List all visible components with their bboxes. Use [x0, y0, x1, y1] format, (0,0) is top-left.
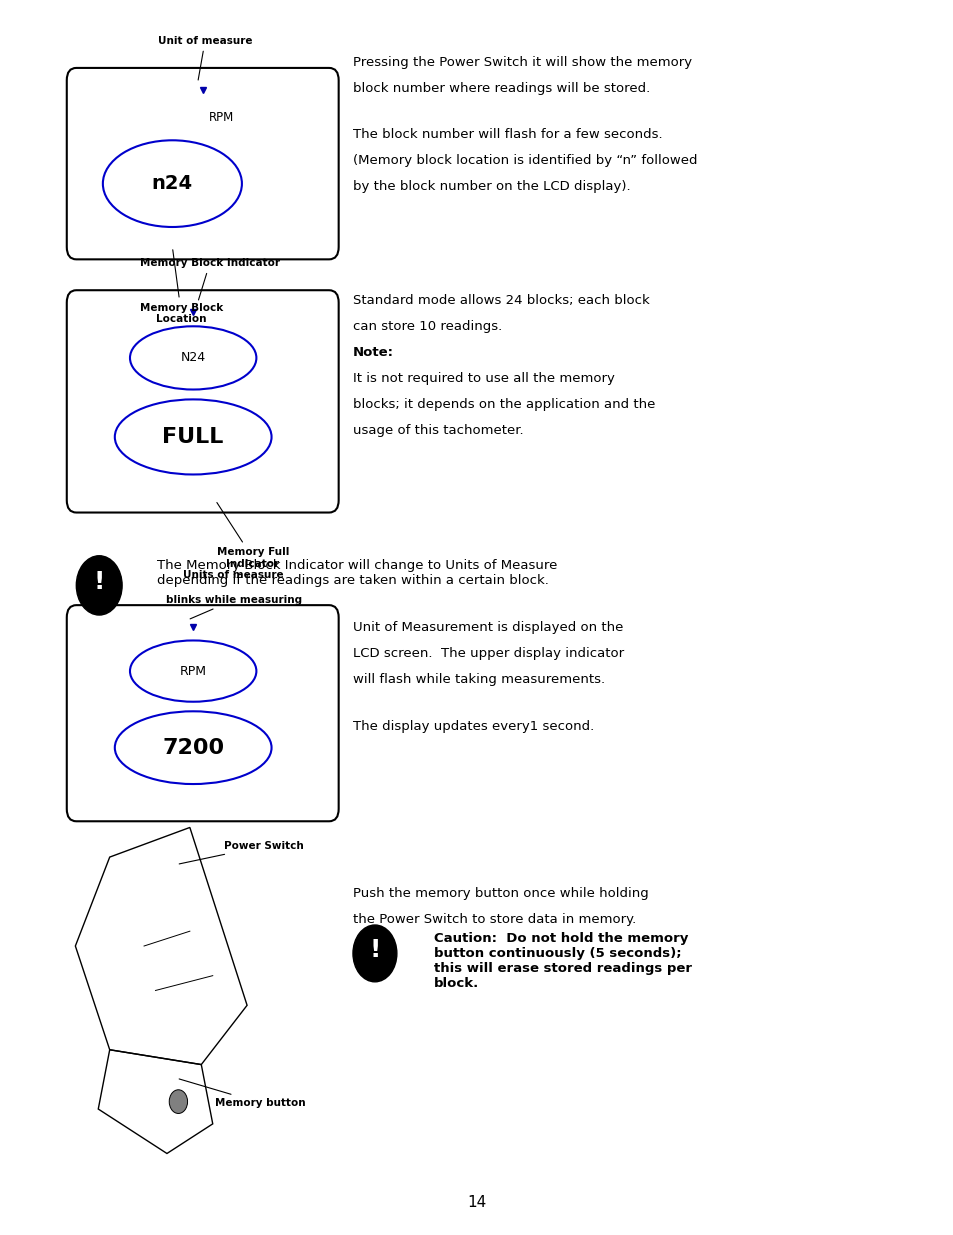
Circle shape — [353, 925, 396, 982]
Text: Power Switch: Power Switch — [179, 841, 304, 864]
Text: LCD screen.  The upper display indicator: LCD screen. The upper display indicator — [353, 647, 623, 661]
Text: can store 10 readings.: can store 10 readings. — [353, 320, 501, 333]
Text: Units of measure: Units of measure — [183, 571, 284, 580]
Text: RPM: RPM — [179, 664, 207, 678]
Text: Memory Block
Location: Memory Block Location — [139, 249, 223, 324]
Text: N24: N24 — [180, 352, 206, 364]
Text: Unit of Measurement is displayed on the: Unit of Measurement is displayed on the — [353, 621, 622, 635]
Text: 14: 14 — [467, 1195, 486, 1210]
Text: FULL: FULL — [162, 427, 224, 447]
Text: The display updates every1 second.: The display updates every1 second. — [353, 720, 594, 732]
Ellipse shape — [114, 711, 272, 784]
FancyBboxPatch shape — [67, 605, 338, 821]
Text: block number where readings will be stored.: block number where readings will be stor… — [353, 82, 650, 95]
Text: Memory Block Indicator: Memory Block Indicator — [140, 258, 279, 300]
Ellipse shape — [114, 399, 272, 474]
Text: n24: n24 — [152, 174, 193, 193]
Text: Pressing the Power Switch it will show the memory: Pressing the Power Switch it will show t… — [353, 56, 691, 69]
Text: RPM: RPM — [209, 111, 234, 125]
Text: Unit of measure: Unit of measure — [157, 36, 253, 80]
Circle shape — [169, 1089, 188, 1114]
Ellipse shape — [130, 641, 256, 701]
Text: Standard mode allows 24 blocks; each block: Standard mode allows 24 blocks; each blo… — [353, 294, 649, 308]
Text: Memory button: Memory button — [179, 1079, 305, 1108]
FancyBboxPatch shape — [67, 290, 338, 513]
Ellipse shape — [130, 326, 256, 389]
Text: It is not required to use all the memory: It is not required to use all the memory — [353, 372, 615, 385]
Text: !: ! — [369, 937, 380, 962]
Text: (Memory block location is identified by “n” followed: (Memory block location is identified by … — [353, 154, 697, 167]
Text: The block number will flash for a few seconds.: The block number will flash for a few se… — [353, 128, 662, 141]
Text: Push the memory button once while holding: Push the memory button once while holdin… — [353, 887, 648, 900]
Text: The Memory Block Indicator will change to Units of Measure
depending if the read: The Memory Block Indicator will change t… — [157, 559, 558, 588]
Text: Caution:  Do not hold the memory
button continuously (5 seconds);
this will eras: Caution: Do not hold the memory button c… — [434, 932, 691, 990]
Circle shape — [76, 556, 122, 615]
Ellipse shape — [103, 141, 242, 227]
FancyBboxPatch shape — [67, 68, 338, 259]
Text: Note:: Note: — [353, 346, 394, 359]
Text: blocks; it depends on the application and the: blocks; it depends on the application an… — [353, 398, 655, 411]
Text: blinks while measuring: blinks while measuring — [166, 595, 301, 619]
Text: usage of this tachometer.: usage of this tachometer. — [353, 424, 523, 437]
Text: Memory Full
Indicator: Memory Full Indicator — [216, 503, 289, 568]
Text: by the block number on the LCD display).: by the block number on the LCD display). — [353, 180, 630, 193]
Text: will flash while taking measurements.: will flash while taking measurements. — [353, 673, 604, 687]
Text: !: ! — [93, 569, 105, 594]
Text: the Power Switch to store data in memory.: the Power Switch to store data in memory… — [353, 913, 636, 926]
Text: 7200: 7200 — [162, 737, 224, 757]
